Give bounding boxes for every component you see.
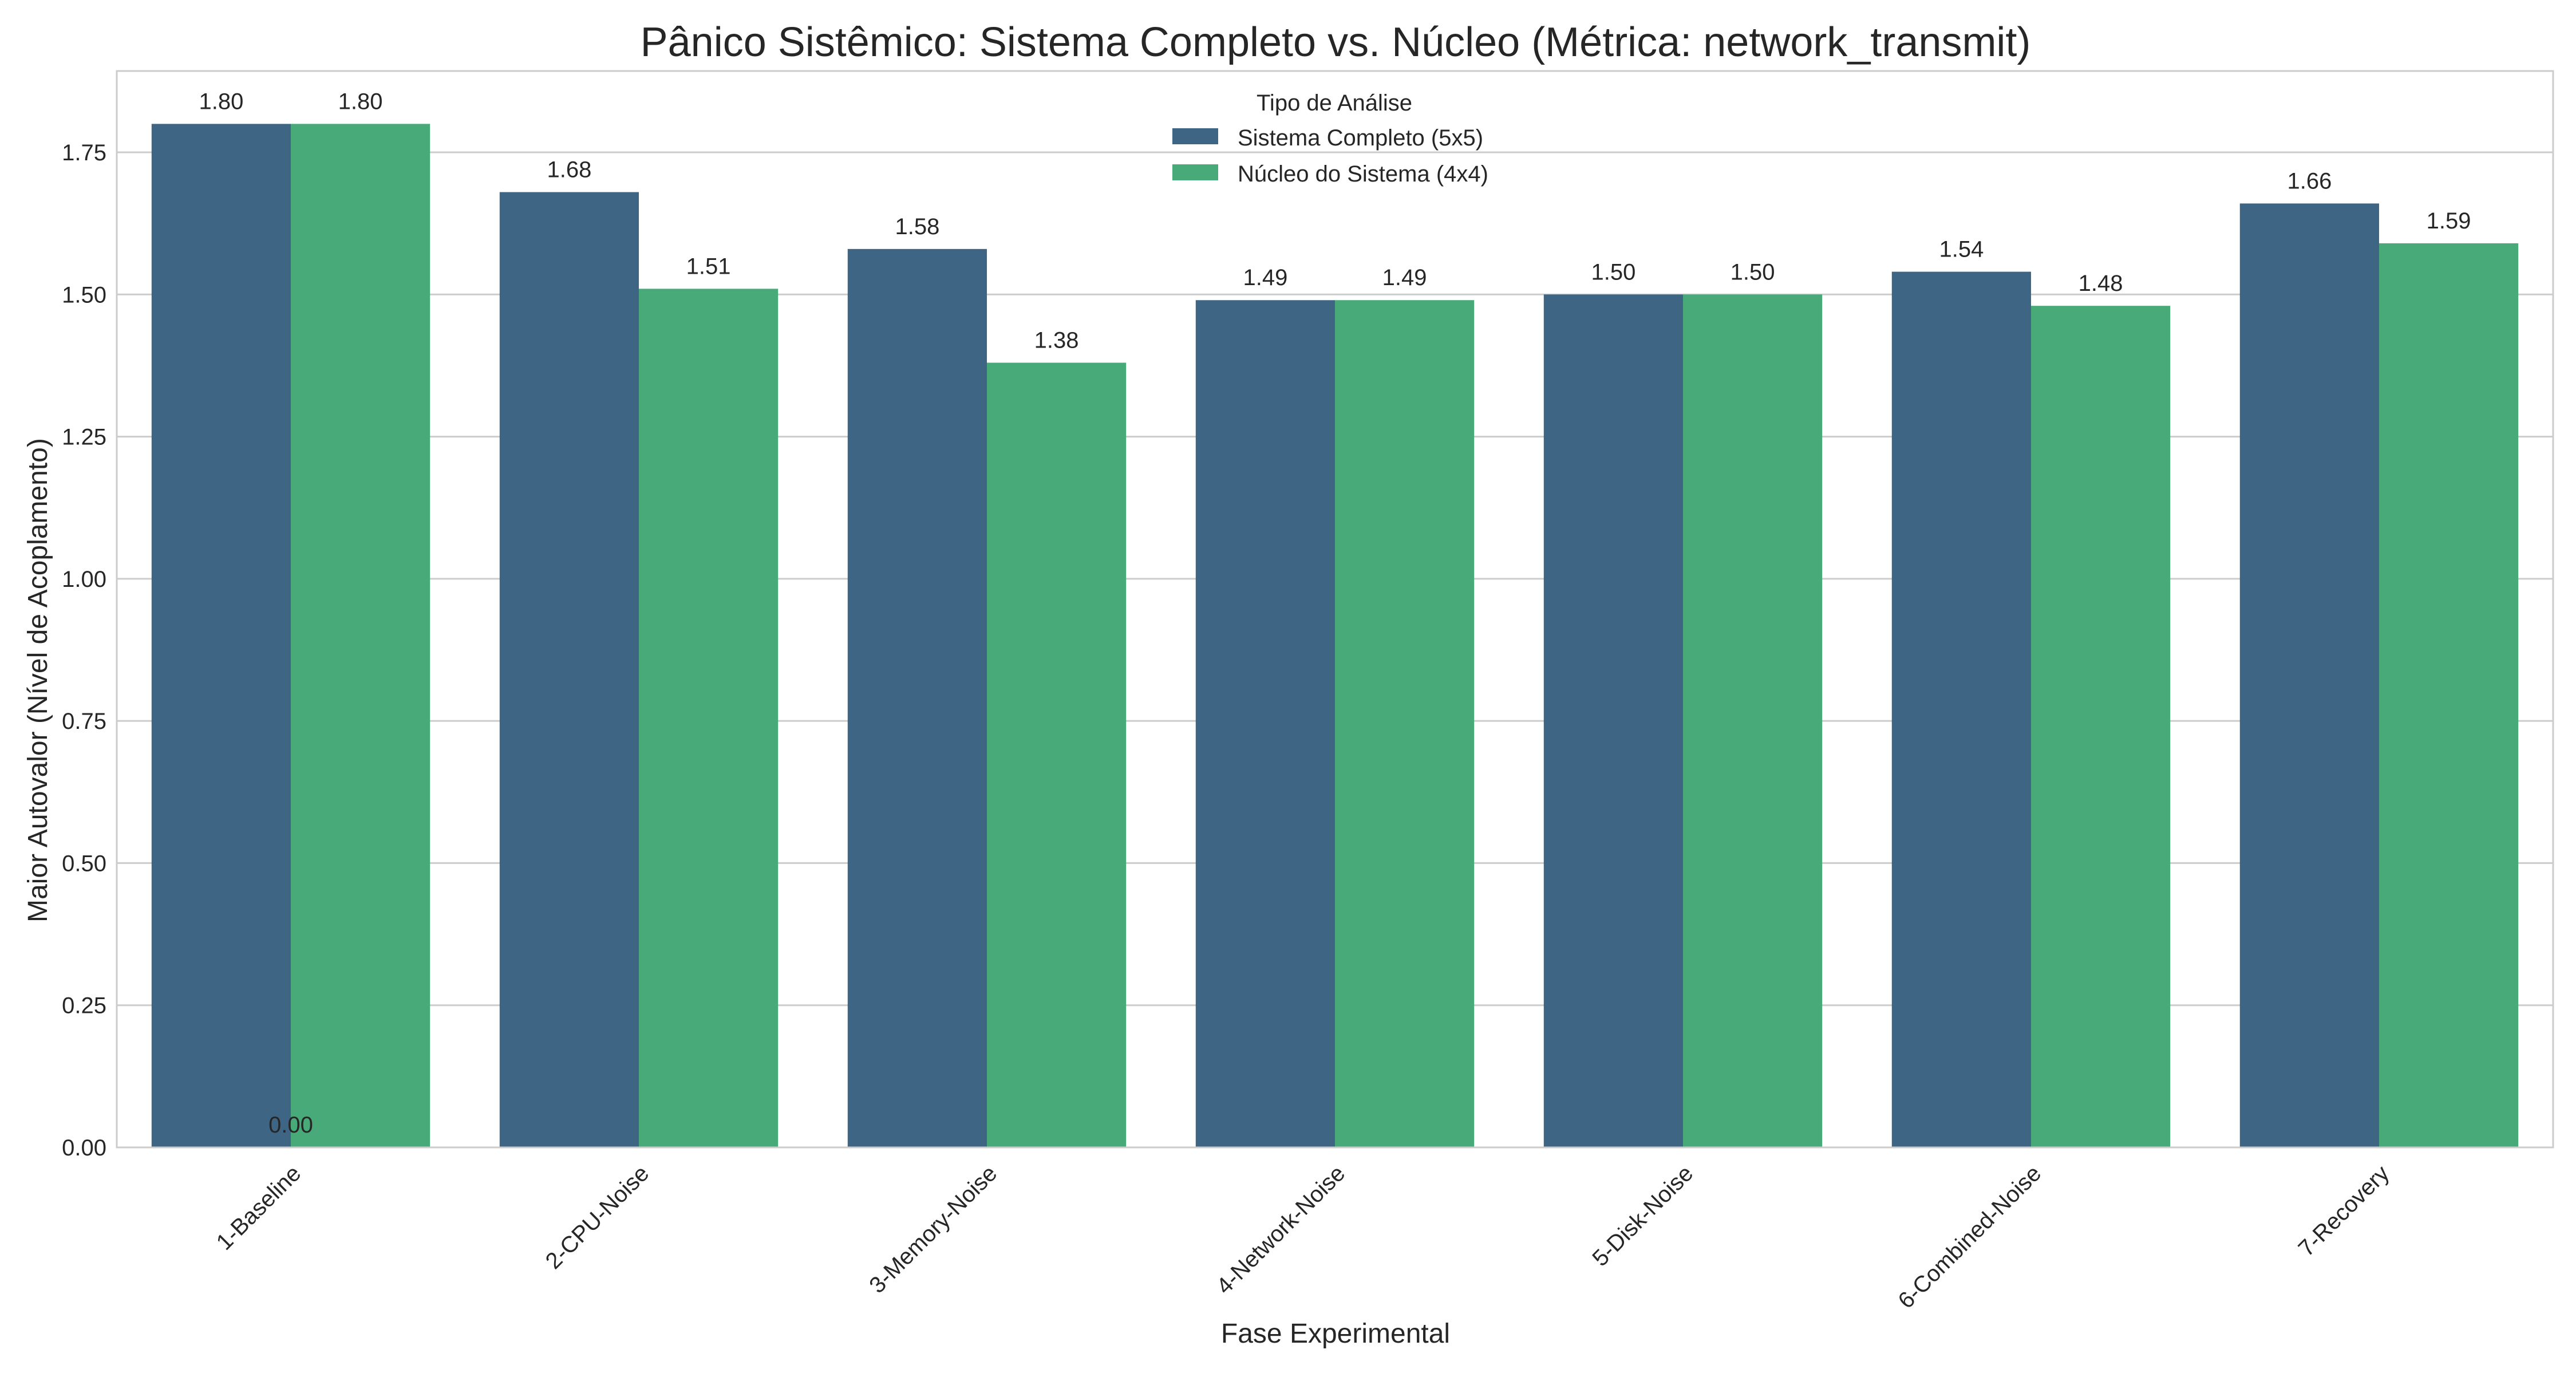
bar-sistema-completo-2 [499,192,639,1147]
bar-nucleo-4 [1335,300,1475,1147]
bar-sistema-completo-7 [2239,203,2379,1147]
bar-value-label: 1.50 [1730,259,1775,285]
bar-nucleo-1 [291,124,430,1147]
bar-value-label: 1.50 [1591,259,1635,285]
bar-sistema-completo-6 [1891,271,2031,1147]
bar-nucleo-2 [639,289,779,1148]
bar-value-label: 1.80 [199,89,243,114]
bar-nucleo-3 [987,362,1127,1147]
bar-value-label: 1.51 [686,254,731,279]
zero-annotation: 0.00 [268,1112,313,1138]
y-tick-label: 1.75 [62,140,106,165]
y-tick-label: 1.25 [62,425,106,450]
bar-sistema-completo-5 [1543,294,1683,1148]
y-tick-label: 1.00 [62,567,106,592]
legend-swatch-sistema-completo [1172,128,1218,144]
bar-value-label: 1.49 [1382,265,1427,290]
bar-sistema-completo-1 [151,124,291,1147]
bar-sistema-completo-4 [1195,300,1335,1147]
bar-value-label: 1.66 [2287,168,2332,194]
legend-swatch-nucleo-do-sistema [1172,164,1218,180]
y-tick-label: 0.75 [62,709,106,734]
bar-nucleo-6 [2031,306,2171,1147]
bar-value-label: 1.58 [895,214,939,239]
plot-frame [116,70,2554,1149]
bar-value-label: 1.80 [338,89,383,114]
legend: Tipo de Análise Sistema Completo (5x5) N… [1172,90,1488,187]
bar-value-label: 1.48 [2079,271,2123,296]
data-labels: 1.80 1.68 1.58 1.49 1.50 1.54 1.66 1.80 1.51 1.38… [199,89,2471,1138]
x-axis-label: Fase Experimental [1221,1319,1450,1349]
bar-value-label: 1.49 [1243,265,1287,290]
legend-title: Tipo de Análise [1257,90,1412,116]
legend-label-nucleo-do-sistema: Núcleo do Sistema (4x4) [1238,161,1488,187]
bar-value-label: 1.59 [2427,208,2471,234]
bar-nucleo-5 [1683,294,1823,1148]
y-tick-label: 0.25 [62,993,106,1019]
y-tick-label: 0.00 [62,1135,106,1161]
bars [151,124,2519,1148]
bar-value-label: 1.68 [547,157,591,183]
y-tick-label: 0.50 [62,851,106,876]
y-tick-label: 1.50 [62,282,106,307]
bar-value-label: 1.54 [1939,237,1984,262]
bar-sistema-completo-3 [847,248,987,1148]
legend-label-sistema-completo: Sistema Completo (5x5) [1238,125,1483,151]
chart-title: Pânico Sistêmico: Sistema Completo vs. N… [641,19,2031,65]
y-tick-labels: 0.00 0.25 0.50 0.75 1.00 1.25 1.50 1.75 [62,140,106,1161]
bar-value-label: 1.38 [1034,328,1079,353]
bar-nucleo-7 [2379,243,2519,1147]
y-axis-label: Maior Autovalor (Nível de Acoplamento) [23,438,53,922]
